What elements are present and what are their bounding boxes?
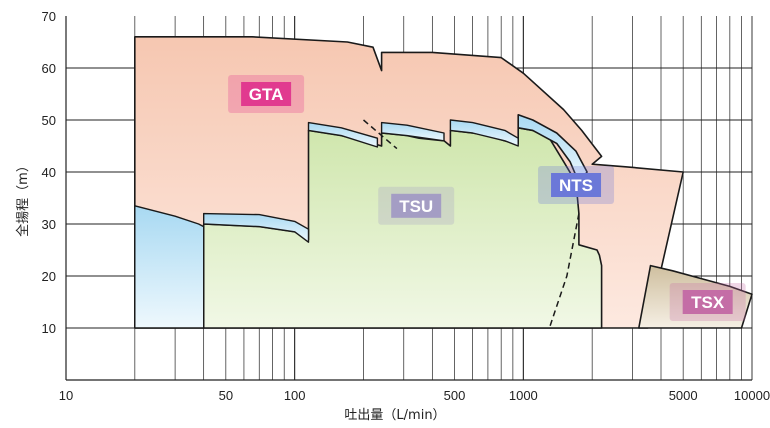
label-text: TSU (399, 197, 433, 216)
series-strip-blue (449, 119, 519, 147)
label-box (682, 290, 733, 314)
series-label-tsx: TSX (669, 283, 746, 321)
y-tick-label: 10 (42, 321, 56, 336)
y-tick-label: 20 (42, 269, 56, 284)
chart-axes (65, 16, 752, 381)
dashed-boundary (363, 119, 398, 150)
dashed-boundary (548, 213, 580, 329)
label-text: NTS (559, 176, 593, 195)
chart-areas (134, 35, 753, 329)
series-label-gta: GTA (228, 75, 305, 113)
x-tick-label: 1000 (509, 388, 538, 403)
series-strip-blue (202, 212, 310, 243)
chart-series-labels: GTA TSU NTS TSX (228, 75, 746, 321)
series-strip-blue (134, 205, 205, 329)
series-strip-blue (380, 121, 445, 142)
label-box (551, 173, 602, 197)
y-tick-label: 30 (42, 217, 56, 232)
x-tick-label: 10000 (734, 388, 770, 403)
series-label-nts: NTS (538, 166, 615, 204)
label-box (391, 193, 442, 218)
chart-tick-labels: 10 50 100 500 1000 5000 10000 10 20 30 40 50 60 70 (42, 9, 770, 403)
x-tick-label: 100 (284, 388, 306, 403)
x-tick-label: 10 (59, 388, 73, 403)
x-axis-title: 吐出量（L/min） (344, 408, 445, 423)
x-tick-label: 5000 (669, 388, 698, 403)
series-label-tsu: TSU (378, 186, 455, 225)
y-tick-label: 50 (42, 113, 56, 128)
x-tick-label: 50 (219, 388, 233, 403)
label-text: TSX (691, 293, 725, 312)
y-tick-label: 70 (42, 9, 56, 24)
y-axis-title: 全揚程（m） (15, 159, 31, 237)
y-tick-label: 60 (42, 61, 56, 76)
series-strip-blue (307, 121, 379, 148)
x-tick-label: 500 (444, 388, 466, 403)
label-text: GTA (249, 85, 284, 104)
label-box (241, 82, 292, 106)
y-tick-label: 40 (42, 165, 56, 180)
